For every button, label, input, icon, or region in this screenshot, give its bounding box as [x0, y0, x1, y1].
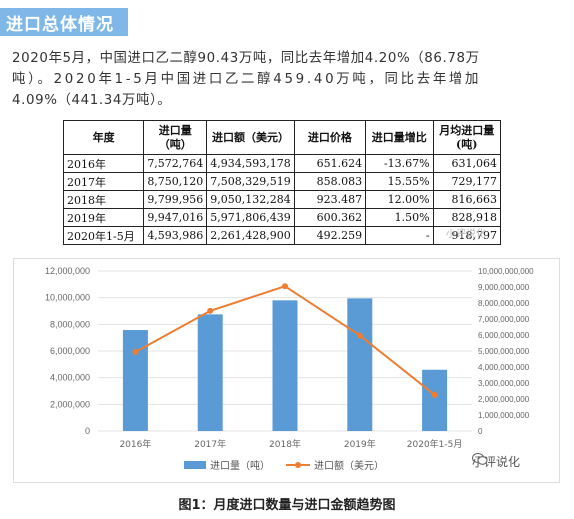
summary-line-3: 4.09%（441.34万吨）。	[12, 93, 172, 108]
bar-2018年	[272, 300, 298, 431]
y-right-tick-label: 2,000,000,000	[478, 395, 530, 404]
y-left-tick-label: 2,000,000	[50, 399, 90, 409]
wechat-icon	[472, 453, 488, 465]
table-cell: 923.487	[293, 190, 367, 209]
y-right-tick-label: 8,000,000,000	[478, 299, 530, 308]
table-header-cell: 进口量（吨）	[143, 120, 208, 155]
y-right-tick-label: 1,000,000,000	[478, 411, 530, 420]
table-cell: 2018年	[62, 190, 145, 209]
legend-bar-label: 进口量（吨）	[210, 459, 270, 472]
y-right-tick-label: 5,000,000,000	[478, 347, 530, 356]
table-cell: 7,572,764	[143, 154, 208, 173]
legend-line-marker	[295, 462, 301, 468]
y-right-tick-label: 4,000,000,000	[478, 363, 530, 372]
y-left-tick-label: 8,000,000	[50, 319, 90, 329]
table-cell: 1.50%	[365, 208, 434, 227]
table-cell: 729,177	[432, 172, 502, 191]
y-right-tick-label: 9,000,000,000	[478, 283, 530, 292]
table-header-cell: 进口价格	[293, 120, 367, 155]
table-cell: 4,593,986	[143, 226, 208, 245]
summary-paragraph: 2020年5月，中国进口乙二醇90.43万吨，同比去年增加4.20%（86.78…	[12, 48, 564, 111]
x-tick-label: 2016年	[119, 438, 151, 450]
table-cell: 9,050,132,284	[206, 190, 295, 209]
table-cell: 651.624	[293, 154, 367, 173]
table-cell: 8,750,120	[143, 172, 208, 191]
table-header-cell: 月均进口量(吨)	[432, 120, 502, 155]
section-title: 进口总体情况	[0, 8, 128, 36]
table-row: 2018年 9,799,956 9,050,132,284 923.487 12…	[62, 190, 502, 209]
line-point-2018年	[282, 283, 288, 290]
table-cell: -13.67%	[365, 154, 434, 173]
table-cell: 15.55%	[365, 172, 434, 191]
table-cell: 9,947,016	[143, 208, 208, 227]
chart-watermark: 小评说化	[472, 453, 520, 470]
table-cell: 828,918	[432, 208, 502, 227]
y-left-tick-label: 6,000,000	[50, 346, 90, 356]
chart-svg: 0 2,000,000 4,000,000 6,000,000 8,000,000 10,…	[45, 266, 534, 472]
table-cell: 2017年	[62, 172, 145, 191]
y-left-tick-label: 12,000,000	[45, 266, 90, 276]
import-chart: 0 2,000,000 4,000,000 6,000,000 8,000,000 10,…	[13, 258, 560, 483]
import-table: 年度 进口量（吨） 进口额（美元） 进口价格 进口量增比 月均进口量(吨) 20…	[62, 120, 502, 245]
summary-line-1: 2020年5月，中国进口乙二醇90.43万吨，同比去年增加4.20%（86.78…	[12, 51, 480, 66]
bar-2016年	[122, 330, 148, 431]
table-header-cell: 进口量增比	[365, 120, 434, 155]
table-cell: 5,971,806,439	[206, 208, 295, 227]
table-cell: 816,663	[432, 190, 502, 209]
y-right-tick-label: 7,000,000,000	[478, 315, 530, 324]
bar-2020年1-5月	[422, 369, 448, 431]
bar-2019年	[347, 298, 373, 431]
line-point-2017年	[207, 307, 214, 314]
y-right-tick-label: 0	[478, 427, 483, 436]
table-row: 2016年 7,572,764 4,934,593,178 651.624 -1…	[62, 154, 502, 173]
x-tick-label: 2020年1-5月	[407, 438, 463, 450]
line-point-2020年1-5月	[431, 391, 438, 398]
table-cell: 9,799,956	[143, 190, 208, 209]
summary-line-2: 吨）。2020年1-5月中国进口乙二醇459.40万吨，同比去年增加	[12, 72, 482, 87]
table-row: 2017年 8,750,120 7,508,329,519 858.083 15…	[62, 172, 502, 191]
table-cell: 858.083	[293, 172, 367, 191]
table-cell: 7,508,329,519	[206, 172, 295, 191]
x-tick-label: 2018年	[269, 438, 301, 450]
table-cell: -	[365, 226, 434, 245]
y-left-tick-label: 0	[85, 426, 90, 436]
table-cell: 4,934,593,178	[206, 154, 295, 173]
table-row: 2019年 9,947,016 5,971,806,439 600.362 1.…	[62, 208, 502, 227]
legend-bar-swatch	[184, 461, 206, 469]
bar-2017年	[197, 314, 223, 431]
x-tick-label: 2019年	[344, 438, 376, 450]
line-point-2016年	[132, 349, 139, 356]
table-cell: 918,797	[432, 226, 502, 245]
y-left-tick-label: 4,000,000	[50, 373, 90, 383]
y-right-tick-label: 3,000,000,000	[478, 379, 530, 388]
line-point-2019年	[356, 332, 363, 339]
legend-line-label: 进口额（美元）	[314, 459, 384, 472]
table-cell: 631,064	[432, 154, 502, 173]
table-cell: 2020年1-5月	[62, 226, 145, 245]
y-right-tick-label: 10,000,000,000	[478, 267, 534, 276]
y-left-tick-label: 10,000,000	[45, 293, 90, 303]
table-cell: 600.362	[293, 208, 367, 227]
table-header-cell: 进口额（美元）	[206, 120, 295, 155]
figure-caption: 图1：月度进口数量与进口金额趋势图	[178, 498, 396, 513]
table-row: 2020年1-5月 4,593,986 2,261,428,900 492.25…	[62, 226, 502, 245]
table-cell: 2019年	[62, 208, 145, 227]
table-header-row: 年度 进口量（吨） 进口额（美元） 进口价格 进口量增比 月均进口量(吨)	[62, 120, 502, 155]
table-cell: 12.00%	[365, 190, 434, 209]
table-cell: 2,261,428,900	[206, 226, 295, 245]
table-watermark: 小评说化	[446, 229, 486, 240]
x-tick-label: 2017年	[194, 438, 226, 450]
y-right-tick-label: 6,000,000,000	[478, 331, 530, 340]
table-cell: 492.259	[293, 226, 367, 245]
table-cell: 2016年	[62, 154, 145, 173]
table-header-cell: 年度	[62, 120, 145, 155]
